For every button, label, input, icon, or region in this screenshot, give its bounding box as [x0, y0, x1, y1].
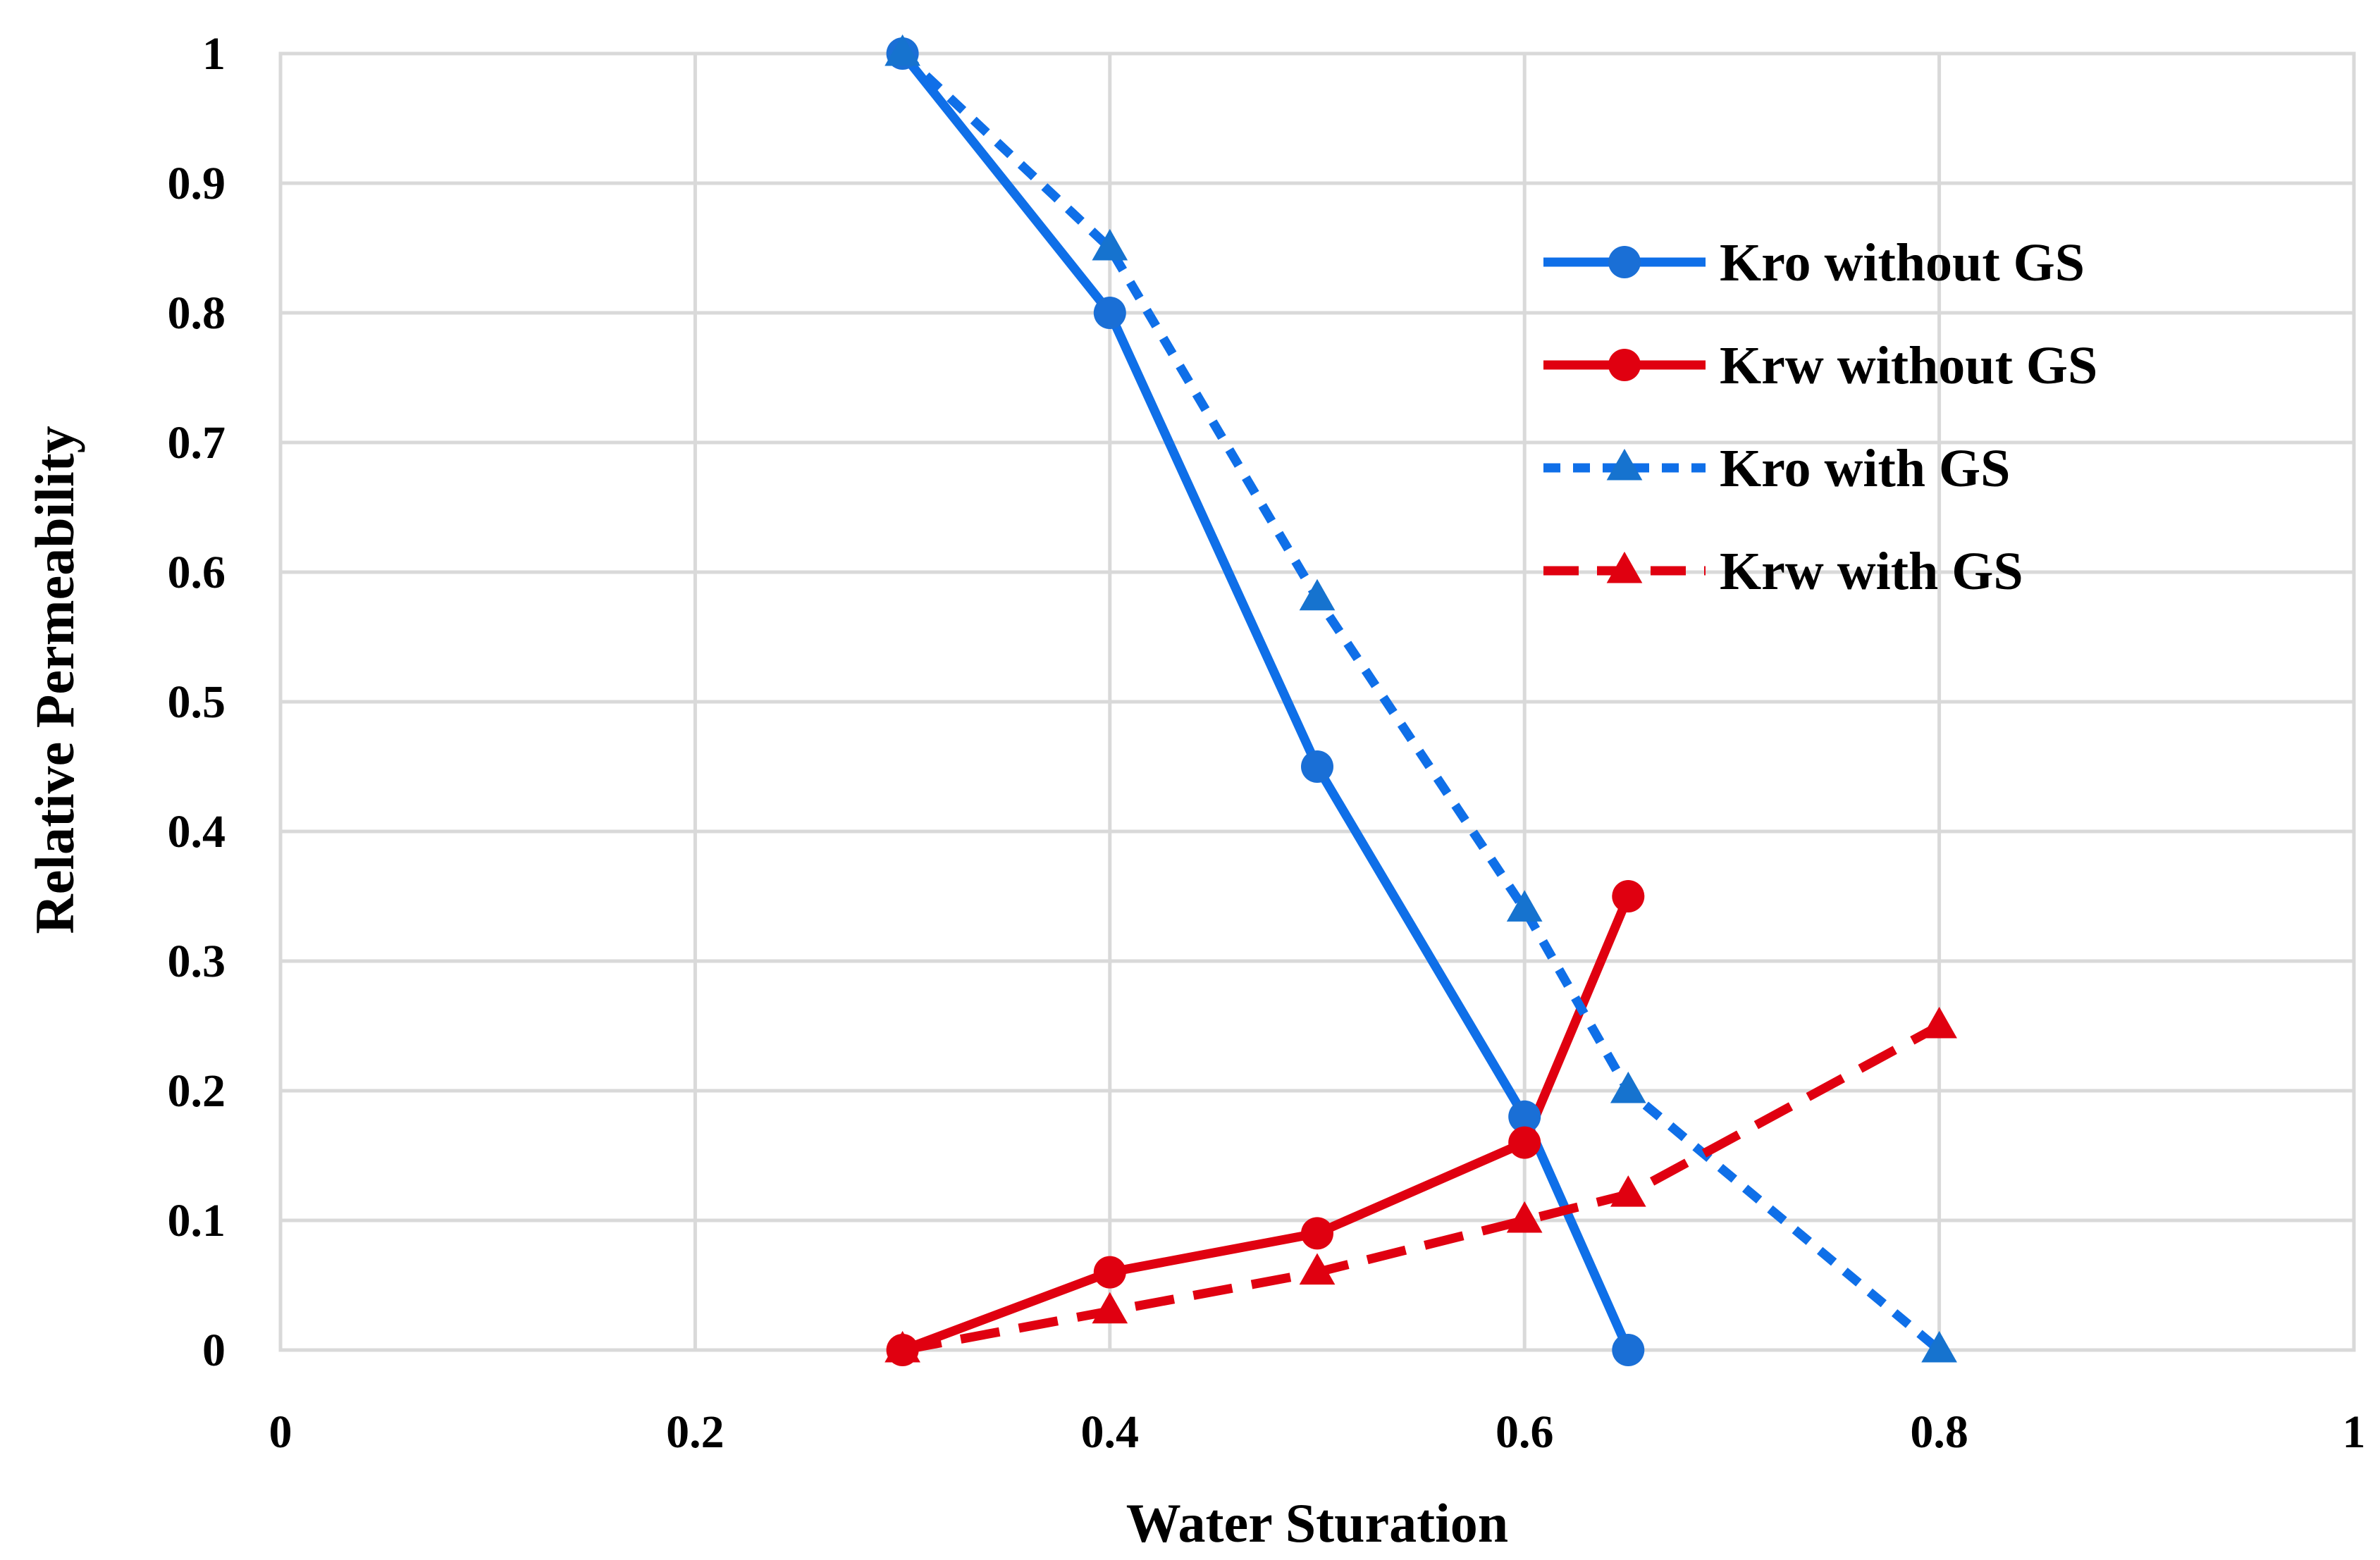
data-point-krw-with-gs: [1506, 1201, 1543, 1233]
x-tick-label: 0.6: [1496, 1406, 1554, 1458]
data-point-krw-without-gs: [1301, 1217, 1333, 1250]
legend-marker-swatch: [1606, 448, 1643, 481]
legend-item-kro-with-gs: Kro with GS: [1543, 439, 2010, 498]
legend-item-kro-without-gs: Kro without GS: [1543, 233, 2085, 292]
legend-label: Kro with GS: [1720, 439, 2010, 498]
data-point-kro-without-gs: [1301, 750, 1333, 783]
y-tick-label: 0.1: [168, 1195, 226, 1246]
data-point-kro-with-gs: [884, 34, 920, 66]
y-tick-label: 0.4: [168, 806, 226, 858]
data-point-krw-with-gs: [1299, 1253, 1336, 1285]
y-tick-label: 0: [202, 1325, 226, 1376]
data-point-krw-with-gs: [1921, 1006, 1957, 1039]
data-point-kro-with-gs: [1921, 1330, 1957, 1363]
legend-marker-swatch: [1608, 349, 1641, 381]
data-point-krw-with-gs: [1610, 1175, 1646, 1207]
data-point-kro-with-gs: [1506, 890, 1543, 922]
data-point-kro-with-gs: [1610, 1071, 1646, 1103]
y-tick-label: 0.7: [168, 417, 226, 469]
x-axis-title: Water Sturation: [1126, 1492, 1508, 1554]
y-tick-label: 0.8: [168, 287, 226, 339]
x-tick-label: 0.4: [1081, 1406, 1140, 1458]
plot-area-frame: [278, 51, 2356, 1352]
y-axis-ticks: 0 0.1 0.2 0.3 0.4 0.5 0.6 0.7 0.8 0.9 1: [168, 28, 226, 1376]
data-point-krw-with-gs: [1092, 1292, 1128, 1324]
legend-label: Kro without GS: [1720, 233, 2085, 292]
x-axis-ticks: 0 0.2 0.4 0.6 0.8 1: [269, 1406, 2366, 1458]
y-tick-label: 0.3: [168, 936, 226, 987]
legend-marker-swatch: [1608, 246, 1641, 278]
legend-item-krw-with-gs: Krw with GS: [1543, 542, 2023, 601]
series-line-kro-with-gs: [899, 50, 1942, 1354]
data-point-krw-without-gs: [1093, 1256, 1126, 1289]
data-point-kro-with-gs: [1092, 228, 1128, 261]
series-markers: [884, 34, 1957, 1366]
y-tick-label: 0.9: [168, 158, 226, 209]
legend-item-krw-without-gs: Krw without GS: [1543, 336, 2097, 395]
y-tick-label: 0.6: [168, 547, 226, 598]
data-point-krw-without-gs: [1612, 880, 1645, 912]
legend-label: Krw with GS: [1720, 542, 2023, 601]
data-point-kro-without-gs: [1093, 297, 1126, 329]
data-point-krw-with-gs: [884, 1330, 920, 1363]
y-tick-label: 1: [202, 28, 226, 80]
x-tick-label: 0.8: [1910, 1406, 1968, 1458]
y-tick-label: 0.2: [168, 1065, 226, 1117]
x-tick-label: 1: [2343, 1406, 2366, 1458]
series-line-krw-with-gs: [901, 1022, 1942, 1355]
x-tick-label: 0.2: [666, 1406, 725, 1458]
legend: Kro without GS Krw without GS Kro with GS K…: [1543, 233, 2097, 601]
x-tick-label: 0: [269, 1406, 292, 1458]
y-axis-title: Relative Permeability: [24, 426, 85, 934]
data-point-kro-without-gs: [1508, 1100, 1541, 1133]
legend-marker-swatch: [1606, 551, 1643, 583]
data-point-kro-with-gs: [1299, 578, 1336, 611]
y-tick-label: 0.5: [168, 676, 226, 728]
data-point-krw-without-gs: [1508, 1126, 1541, 1159]
legend-label: Krw without GS: [1720, 336, 2097, 395]
data-point-kro-without-gs: [1612, 1334, 1645, 1366]
